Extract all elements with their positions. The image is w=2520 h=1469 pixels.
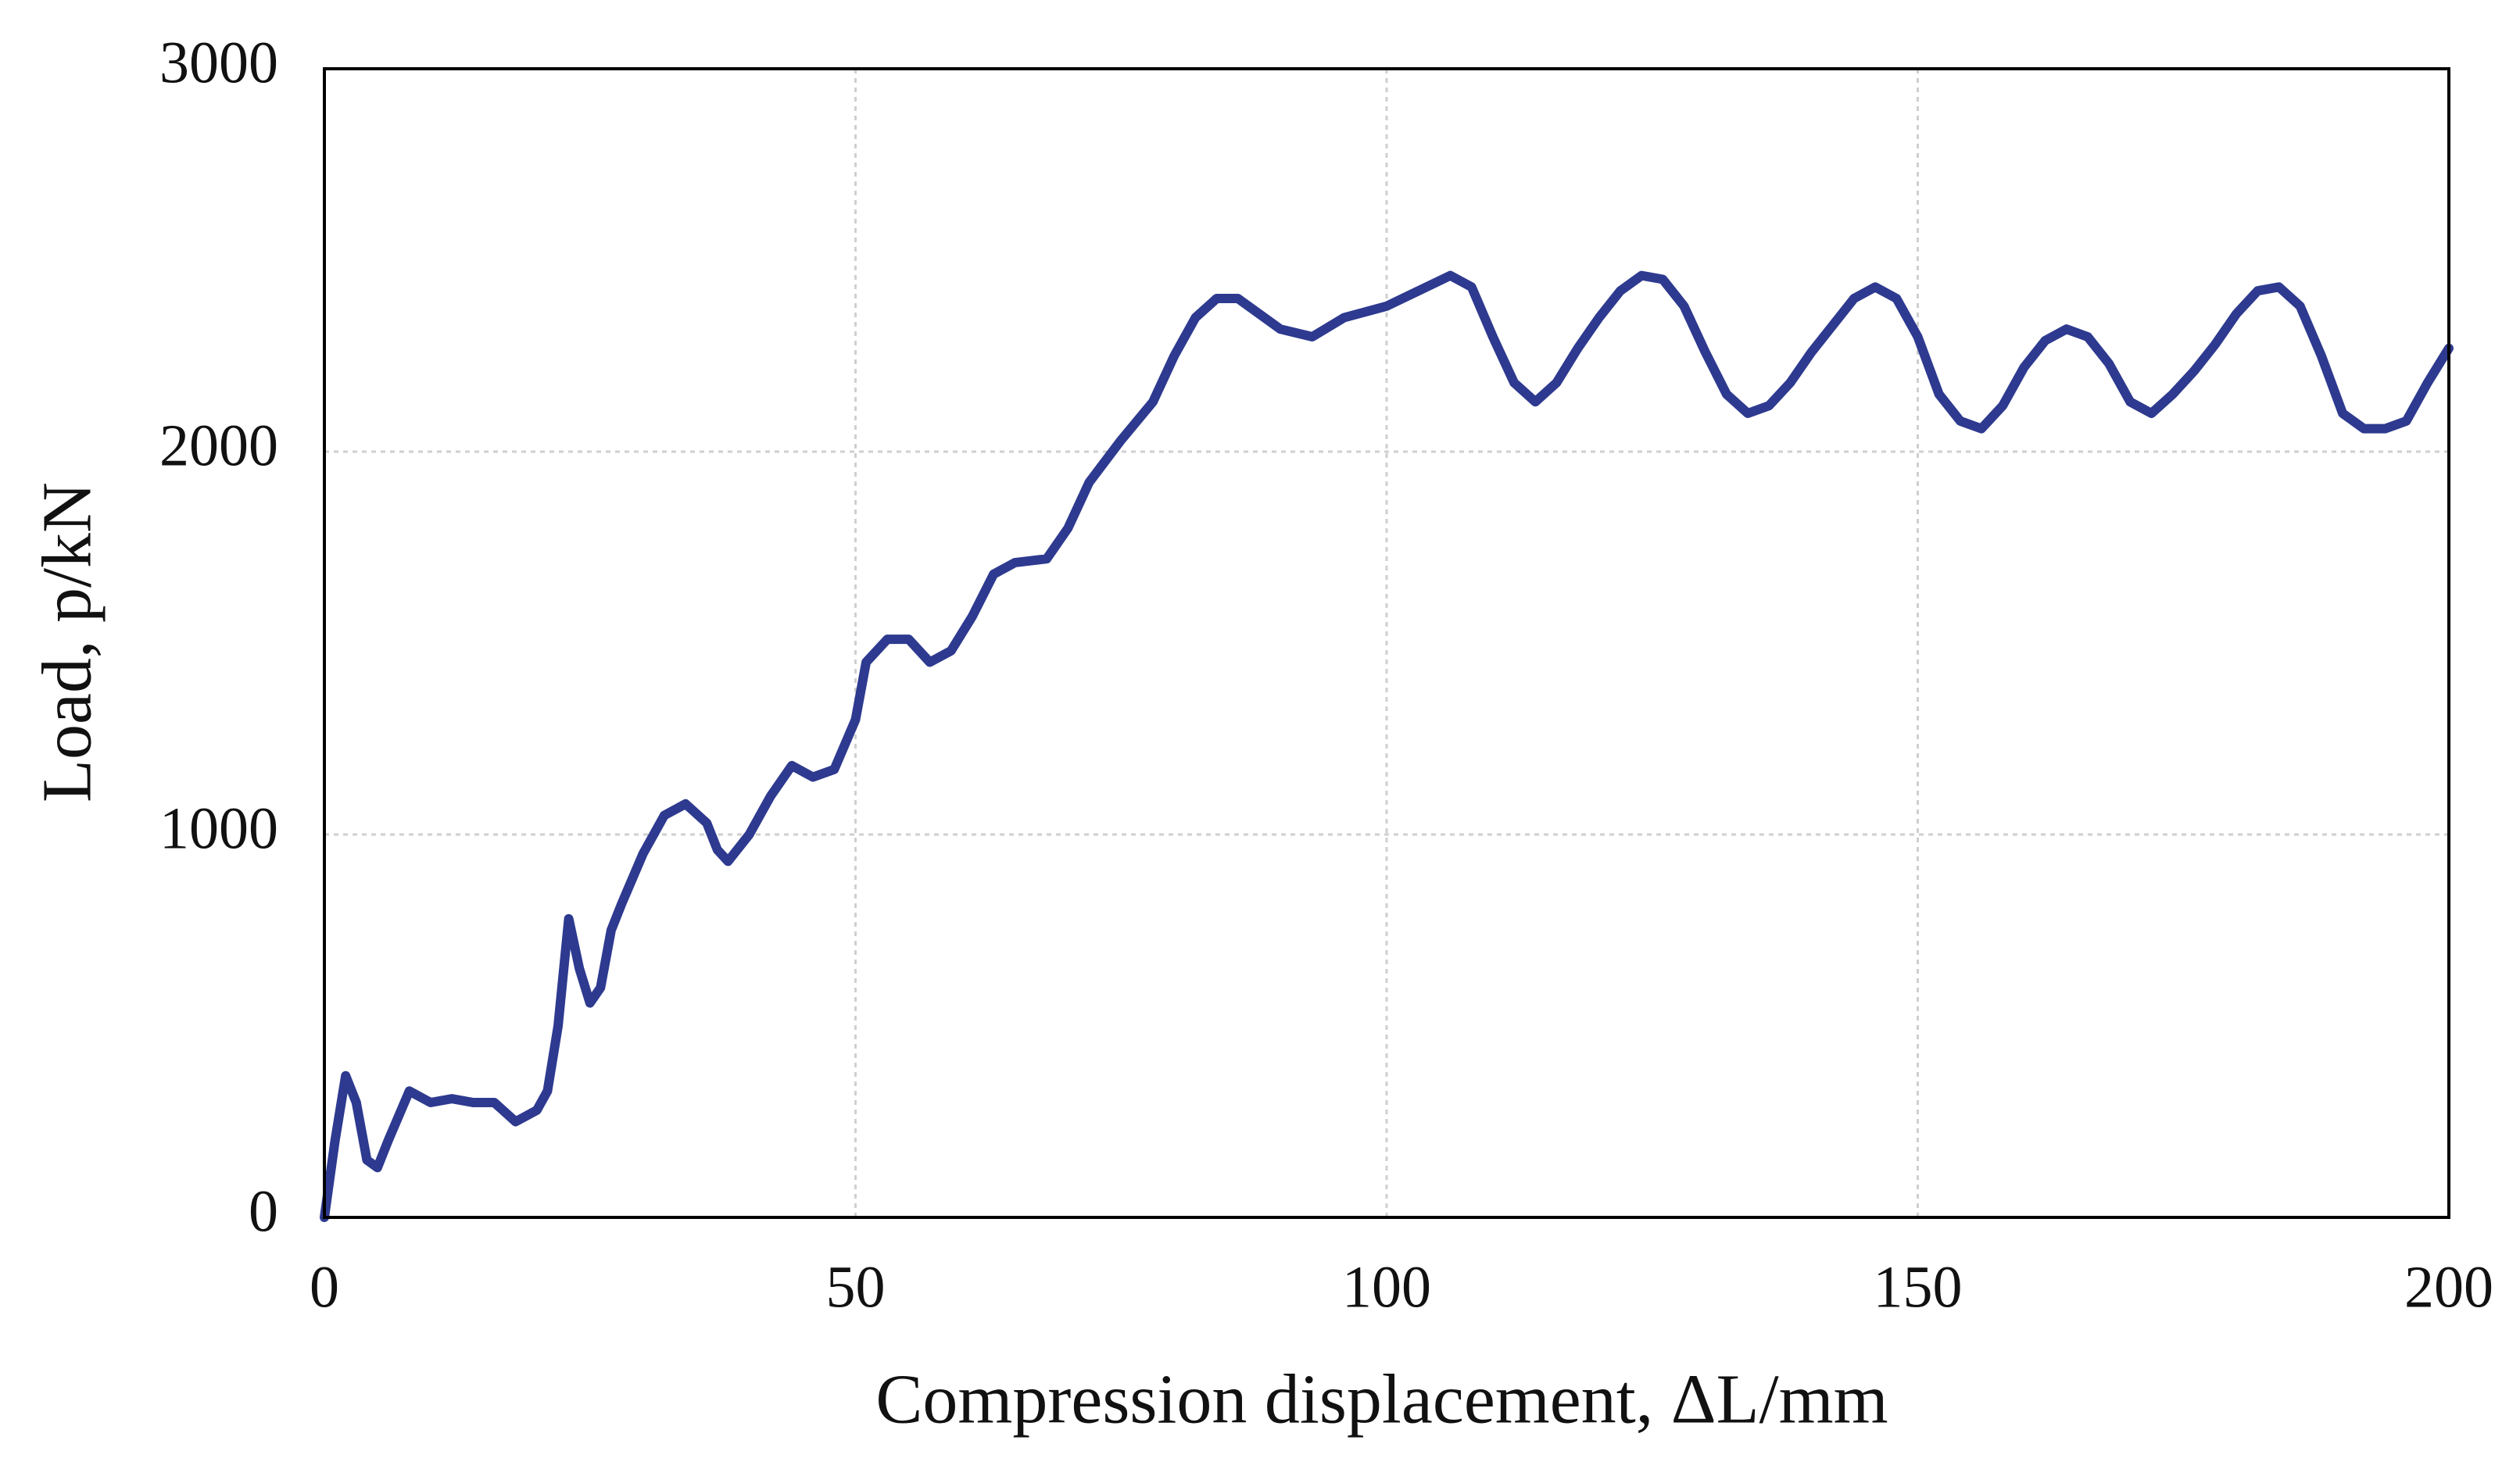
- x-axis-label: Compression displacement, ΔL/mm: [875, 1361, 1888, 1439]
- y-tick-label: 1000: [159, 795, 278, 861]
- y-tick-label: 0: [249, 1178, 278, 1244]
- grid: [323, 67, 2450, 1219]
- data-line: [320, 270, 2454, 1222]
- x-tick-label: 150: [1874, 1254, 1963, 1320]
- plot-frame: [323, 67, 2450, 1219]
- x-tick-label: 200: [2404, 1254, 2493, 1320]
- x-tick-label: 0: [310, 1254, 339, 1320]
- plot-area: [320, 270, 2454, 1222]
- x-tick-label: 50: [826, 1254, 886, 1320]
- y-tick-label: 2000: [159, 413, 278, 478]
- x-tick-label: 100: [1342, 1254, 1431, 1320]
- y-axis-label: Load, p/kN: [29, 482, 106, 802]
- y-tick-label: 3000: [159, 30, 278, 95]
